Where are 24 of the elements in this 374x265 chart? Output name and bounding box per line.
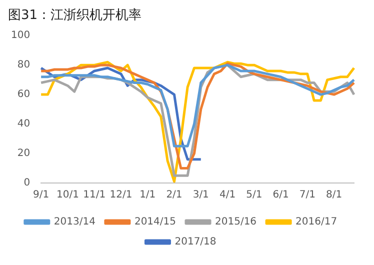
x-tick-label: 6/1 bbox=[272, 190, 289, 201]
legend-label: 2017/18 bbox=[174, 236, 216, 248]
y-tick-label: 80 bbox=[17, 60, 30, 71]
x-tick-label: 12/1 bbox=[110, 190, 132, 201]
chart-title: 图31：江浙织机开机率 bbox=[8, 7, 142, 24]
legend-label: 2014/15 bbox=[134, 216, 176, 228]
x-tick-label: 11/1 bbox=[83, 190, 106, 201]
legend-label: 2015/16 bbox=[215, 216, 257, 228]
y-tick-label: 40 bbox=[17, 118, 30, 130]
y-tick-label: 100 bbox=[10, 30, 30, 42]
x-tick-label: 2/1 bbox=[166, 190, 182, 201]
x-tick-label: 7/1 bbox=[299, 190, 316, 201]
y-tick-label: 60 bbox=[17, 89, 30, 100]
x-tick-label: 9/1 bbox=[33, 190, 50, 201]
y-tick-label: 20 bbox=[17, 148, 30, 160]
x-tick-label: 10/1 bbox=[56, 190, 79, 201]
legend-label: 2016/17 bbox=[296, 216, 338, 228]
x-tick-label: 8/1 bbox=[326, 190, 342, 201]
legend-label: 2013/14 bbox=[54, 216, 96, 228]
y-tick-label: 0 bbox=[24, 178, 30, 189]
x-tick-label: 4/1 bbox=[219, 190, 236, 201]
x-tick-label: 5/1 bbox=[246, 190, 262, 201]
x-tick-label: 3/1 bbox=[192, 190, 209, 201]
x-tick-label: 1/1 bbox=[140, 190, 156, 201]
